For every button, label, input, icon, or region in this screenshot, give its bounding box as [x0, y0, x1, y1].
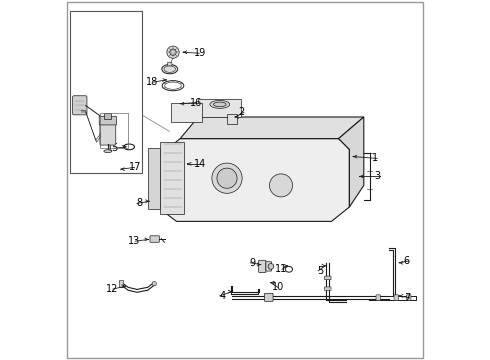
Ellipse shape — [164, 66, 175, 72]
FancyBboxPatch shape — [150, 236, 159, 242]
FancyBboxPatch shape — [407, 295, 411, 301]
Text: 8: 8 — [136, 198, 143, 208]
Text: 4: 4 — [219, 291, 225, 301]
Text: 7: 7 — [404, 293, 410, 303]
Polygon shape — [162, 139, 349, 221]
Text: 3: 3 — [374, 171, 381, 181]
FancyBboxPatch shape — [265, 293, 273, 301]
FancyBboxPatch shape — [227, 114, 238, 124]
Circle shape — [170, 49, 176, 55]
Text: 9: 9 — [250, 258, 256, 268]
Text: 12: 12 — [106, 284, 118, 294]
Text: 18: 18 — [147, 77, 159, 87]
FancyBboxPatch shape — [394, 295, 398, 301]
FancyBboxPatch shape — [259, 260, 266, 273]
Polygon shape — [180, 117, 364, 139]
Bar — [100, 113, 128, 148]
Circle shape — [270, 174, 293, 197]
Text: 11: 11 — [275, 264, 288, 274]
FancyBboxPatch shape — [324, 276, 331, 280]
FancyBboxPatch shape — [99, 116, 117, 125]
Ellipse shape — [214, 102, 226, 107]
FancyBboxPatch shape — [104, 113, 111, 119]
Bar — [71, 11, 143, 173]
Polygon shape — [148, 148, 160, 209]
Text: 14: 14 — [194, 159, 206, 169]
FancyBboxPatch shape — [73, 96, 87, 115]
Circle shape — [167, 46, 179, 58]
Text: 16: 16 — [190, 98, 202, 108]
FancyBboxPatch shape — [168, 62, 172, 66]
FancyBboxPatch shape — [100, 120, 116, 145]
Text: 6: 6 — [403, 256, 410, 266]
Text: 10: 10 — [272, 282, 285, 292]
Text: 19: 19 — [194, 48, 206, 58]
Text: 5: 5 — [317, 266, 323, 276]
Circle shape — [152, 282, 156, 286]
Text: 2: 2 — [239, 107, 245, 117]
Circle shape — [212, 163, 242, 193]
Polygon shape — [198, 99, 242, 117]
FancyBboxPatch shape — [266, 262, 271, 271]
Polygon shape — [339, 117, 364, 207]
Text: 15: 15 — [107, 143, 120, 153]
Ellipse shape — [162, 64, 178, 74]
FancyBboxPatch shape — [120, 280, 123, 288]
Text: 17: 17 — [129, 162, 142, 172]
Text: 13: 13 — [128, 236, 141, 246]
FancyBboxPatch shape — [376, 295, 380, 301]
Ellipse shape — [210, 100, 230, 108]
Ellipse shape — [104, 150, 112, 153]
Text: 1: 1 — [372, 153, 378, 163]
FancyBboxPatch shape — [171, 103, 202, 122]
FancyBboxPatch shape — [324, 287, 331, 291]
Circle shape — [217, 168, 237, 188]
Polygon shape — [160, 142, 184, 214]
Circle shape — [268, 264, 274, 269]
